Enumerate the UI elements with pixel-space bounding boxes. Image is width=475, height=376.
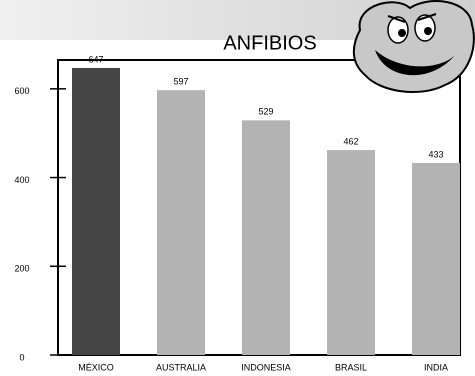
frog bbox=[352, 0, 475, 93]
x-tick-label: INDIA bbox=[424, 362, 448, 372]
value-label: 433 bbox=[428, 149, 443, 159]
bar bbox=[242, 120, 290, 355]
value-label: 597 bbox=[173, 77, 188, 87]
bar bbox=[72, 67, 120, 356]
y-tick-label: 600 bbox=[14, 86, 29, 96]
chart-title: ANFIBIOS bbox=[223, 32, 316, 54]
y-tick-label: 0 bbox=[19, 352, 24, 362]
x-tick-label: AUSTRALIA bbox=[156, 362, 206, 372]
x-tick-label: BRASIL bbox=[335, 362, 367, 372]
value-label: 529 bbox=[258, 107, 273, 117]
bar bbox=[327, 150, 375, 355]
x-tick-label: INDONESIA bbox=[241, 362, 291, 372]
value-label: 647 bbox=[88, 54, 103, 64]
bar bbox=[412, 162, 460, 355]
x-tick-label: MÉXICO bbox=[78, 362, 114, 372]
value-label: 462 bbox=[343, 136, 358, 146]
y-tick-label: 200 bbox=[14, 264, 29, 274]
bar bbox=[157, 90, 205, 356]
y-tick-label: 400 bbox=[14, 175, 29, 185]
